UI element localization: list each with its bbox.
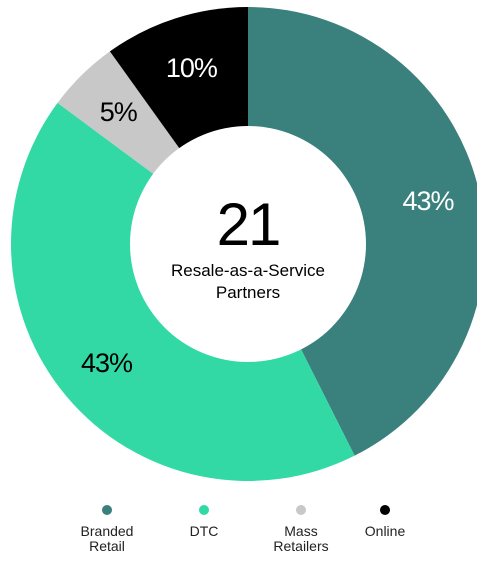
legend-label-mass-retailers: Mass Retailers xyxy=(273,523,329,554)
legend-item-branded-retail: Branded Retail xyxy=(52,505,162,554)
center-caption: Resale-as-a-Service Partners xyxy=(171,261,325,302)
slice-label-dtc: 43% xyxy=(81,348,133,378)
chart-legend: Branded Retail DTC Mass Retailers Online xyxy=(0,505,477,565)
legend-label-dtc: DTC xyxy=(189,523,219,539)
legend-item-online: Online xyxy=(330,505,440,539)
legend-item-mass-retailers: Mass Retailers xyxy=(246,505,356,554)
slice-label-mass-retailers: 5% xyxy=(100,97,138,127)
legend-label-online: Online xyxy=(364,523,406,539)
legend-item-dtc: DTC xyxy=(149,505,259,539)
donut-hole xyxy=(130,126,366,362)
legend-dot-online xyxy=(380,505,390,515)
legend-dot-dtc xyxy=(199,505,209,515)
legend-dot-mass-retailers xyxy=(296,505,306,515)
slice-label-branded-retail: 43% xyxy=(402,186,454,216)
slice-label-online: 10% xyxy=(166,53,218,83)
center-partner-count: 21 xyxy=(217,191,280,258)
legend-label-branded-retail: Branded Retail xyxy=(80,523,134,554)
legend-dot-branded-retail xyxy=(102,505,112,515)
donut-chart-svg: 43% 43% 5% 10% 21 Resale-as-a-Service Partne… xyxy=(11,7,477,481)
